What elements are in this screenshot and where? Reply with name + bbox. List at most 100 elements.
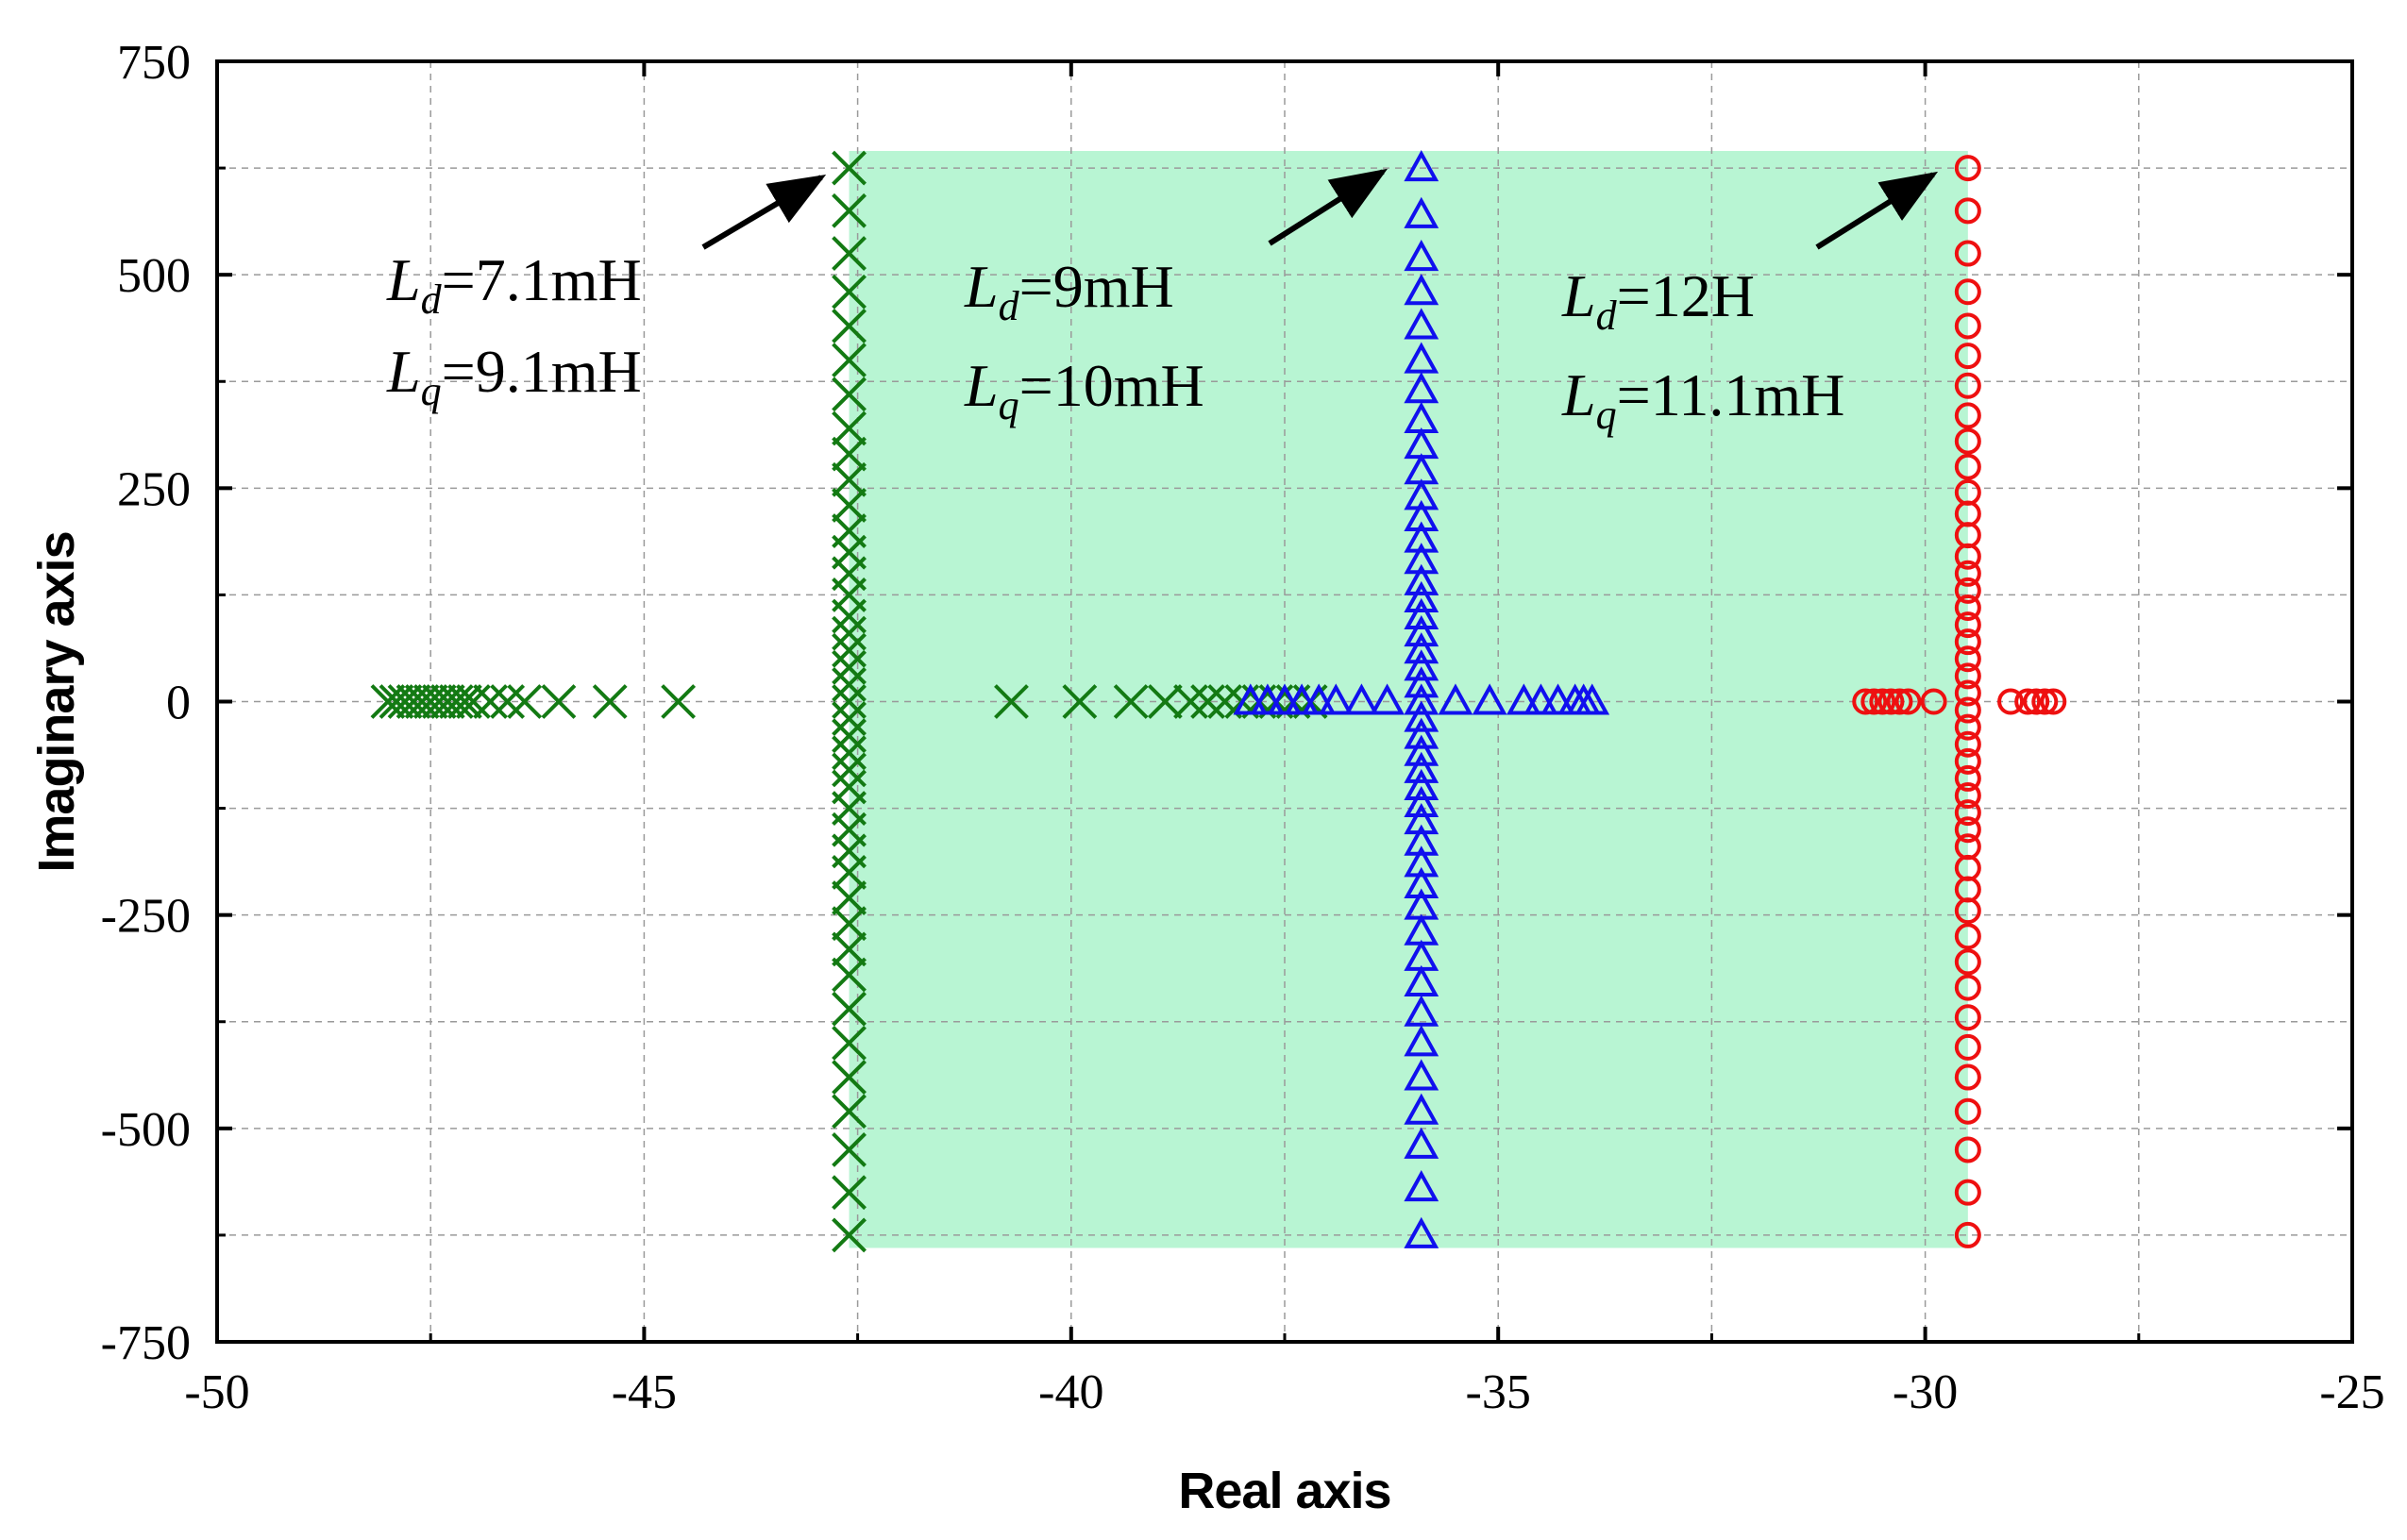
series-3-branch-point: [1954, 560, 1981, 587]
series-2-branch-point: [1404, 751, 1439, 783]
series-2-branch-point: [1404, 342, 1439, 374]
series-1-real-axis-point: [1190, 684, 1225, 719]
series-1-real-axis-point: [370, 684, 406, 719]
series-2-branch-point: [1404, 478, 1439, 511]
series-1-real-axis-point: [1062, 684, 1098, 719]
series-1-branch-point: [832, 701, 867, 737]
series-1-real-axis-point: [1113, 684, 1149, 719]
series-layer: [370, 149, 2067, 1253]
series-3-branch-point: [1954, 628, 1981, 656]
annotation-3-lq: Lq=11.1mH: [1561, 361, 1844, 438]
series-1-branch-point: [832, 343, 867, 378]
annotation-1-ld: Ld=7.1mH: [386, 246, 642, 323]
series-1-branch-point: [832, 309, 867, 343]
series-1-real-axis-point: [1147, 684, 1183, 719]
series-1-real-axis-point: [507, 684, 543, 719]
series-3-real-axis-point: [1920, 688, 1947, 715]
x-axis-title: Real axis: [1178, 1463, 1390, 1519]
annotation-2-arrow: [1268, 168, 1389, 246]
annotation-3-ld-subscript: d: [1596, 293, 1618, 339]
series-2-real-axis-point: [1523, 683, 1558, 715]
series-3-branch-point: [1954, 730, 1981, 758]
series-1-real-axis-point: [404, 684, 440, 719]
annotation-1-lq-value: =9.1mH: [442, 338, 642, 405]
series-1-branch-point: [832, 906, 867, 942]
series-3-branch-point: [1954, 1004, 1981, 1031]
series-1-branch-point: [832, 1217, 867, 1253]
annotation-2-ld: Ld=9mH: [964, 253, 1174, 329]
series-3-branch-point: [1954, 155, 1981, 182]
series-2-branch-point: [1404, 824, 1439, 856]
series-3-branch-point: [1954, 747, 1981, 775]
x-tick-label: -45: [612, 1365, 677, 1419]
series-3-branch-point: [1954, 1136, 1981, 1163]
series-1-real-axis-point: [387, 684, 423, 719]
series-1-branch-point: [832, 1094, 867, 1130]
series-2-real-axis-point: [1370, 683, 1405, 715]
series-3-branch-point: [1954, 611, 1981, 639]
series-3-branch-point: [1954, 1221, 1981, 1248]
series-2-real-axis-point: [1318, 683, 1354, 715]
annotation-3-ld: Ld=12H: [1561, 262, 1755, 339]
series-1-branch-point: [832, 991, 867, 1027]
series-1-branch-point: [832, 735, 867, 771]
series-1-branch-point: [832, 513, 867, 548]
series-3-branch-point: [1954, 577, 1981, 604]
y-tick-label: -250: [101, 890, 191, 944]
annotation-1-ld-value: =7.1mH: [442, 246, 642, 313]
series-3-branch-point: [1954, 343, 1981, 370]
series-3-real-axis-point: [2023, 688, 2050, 715]
x-tick-label: -25: [2319, 1365, 2384, 1419]
series-2-real-axis-point: [1574, 683, 1610, 715]
series-1-branch-point: [832, 769, 867, 805]
series-3-branch-point: [1954, 453, 1981, 480]
series-3-branch-point: [1954, 240, 1981, 267]
series-2-branch-point: [1404, 866, 1439, 899]
annotation-2-ld-value: =9mH: [1019, 253, 1174, 320]
series-2-branch-point: [1404, 563, 1439, 595]
x-tick-label: -40: [1038, 1365, 1103, 1419]
series-2-branch-point: [1404, 666, 1439, 698]
series-1-real-axis-point: [429, 684, 465, 719]
y-tick-label: 0: [166, 677, 191, 730]
series-1-real-axis-point: [592, 684, 628, 719]
series-1-branch-point: [832, 880, 867, 915]
series-1-real-axis-point: [994, 684, 1029, 719]
series-2-branch-point: [1404, 768, 1439, 800]
series-2-branch-point: [1404, 1025, 1439, 1057]
annotation-3-lq-symbol: L: [1561, 361, 1596, 428]
series-3-real-axis-point: [1894, 688, 1922, 715]
series-3-branch-point: [1954, 799, 1981, 827]
annotation-3-lq-value: =11.1mH: [1617, 361, 1845, 428]
series-1-branch-point: [832, 1025, 867, 1061]
series-3-branch-point: [1954, 1097, 1981, 1125]
series-1-branch-point: [832, 1060, 867, 1095]
series-3-real-axis-point: [2040, 688, 2067, 715]
series-3-branch-point: [1954, 1063, 1981, 1091]
annotation-2-ld-symbol: L: [964, 253, 999, 320]
x-tick-label: -35: [1466, 1365, 1531, 1419]
series-2-real-axis-point: [1344, 683, 1379, 715]
series-1-branch-point: [832, 274, 867, 310]
series-2-branch-point: [1404, 888, 1439, 920]
series-3-branch-point: [1954, 833, 1981, 861]
series-2-branch-point: [1404, 521, 1439, 553]
series-2-real-axis-point: [1301, 683, 1337, 715]
series-2-real-axis-point: [1267, 683, 1303, 715]
series-2-branch-point: [1404, 453, 1439, 485]
series-3-real-axis-point: [1877, 688, 1905, 715]
series-3-branch-point: [1954, 764, 1981, 792]
series-2-real-axis-point: [1250, 683, 1286, 715]
series-3-branch-point: [1954, 662, 1981, 690]
annotation-2-lq-value: =10mH: [1019, 352, 1204, 419]
series-1-branch-point: [832, 1132, 867, 1167]
series-1-real-axis-point: [379, 684, 414, 719]
series-3-real-axis-point: [2031, 688, 2059, 715]
series-2-branch-point: [1404, 401, 1439, 433]
series-2-branch-point: [1404, 149, 1439, 182]
series-2-branch-point: [1404, 1059, 1439, 1091]
annotation-3-ld-symbol: L: [1561, 262, 1596, 329]
series-3-real-axis-point: [1852, 688, 1879, 715]
series-3-real-axis-point: [1886, 688, 1913, 715]
series-2-branch-point: [1404, 717, 1439, 749]
